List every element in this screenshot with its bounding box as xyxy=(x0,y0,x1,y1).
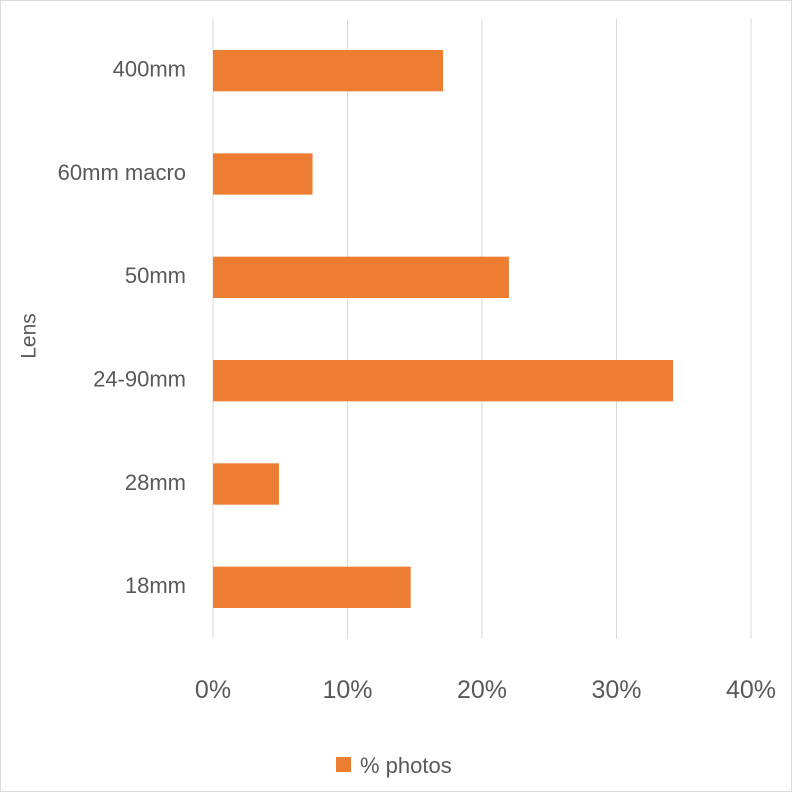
x-tick-label: 40% xyxy=(726,676,776,704)
y-tick-label: 18mm xyxy=(125,573,186,598)
gridlines xyxy=(212,19,752,639)
bar[interactable] xyxy=(213,360,673,402)
bar[interactable] xyxy=(213,566,411,608)
legend-swatch xyxy=(336,757,351,772)
y-tick-label: 50mm xyxy=(125,263,186,288)
x-tick-label: 30% xyxy=(591,676,641,704)
legend[interactable]: % photos xyxy=(336,753,452,778)
y-tick-label: 60mm macro xyxy=(58,160,186,185)
bar[interactable] xyxy=(213,463,279,505)
x-tick-label: 20% xyxy=(457,676,507,704)
y-tick-labels: 400mm 60mm macro 50mm 24-90mm 28mm 18mm xyxy=(58,56,186,598)
legend-label: % photos xyxy=(360,753,452,778)
bars xyxy=(213,50,673,608)
bar[interactable] xyxy=(213,50,443,92)
x-tick-labels: 0% 10% 20% 30% 40% xyxy=(195,676,776,704)
y-tick-label: 28mm xyxy=(125,470,186,495)
y-tick-label: 400mm xyxy=(113,56,186,81)
y-axis-title: Lens xyxy=(18,313,41,359)
y-tick-label: 24-90mm xyxy=(93,366,186,391)
x-tick-label: 10% xyxy=(322,676,372,704)
bar[interactable] xyxy=(213,153,313,195)
bar[interactable] xyxy=(213,256,509,298)
x-tick-label: 0% xyxy=(195,676,231,704)
